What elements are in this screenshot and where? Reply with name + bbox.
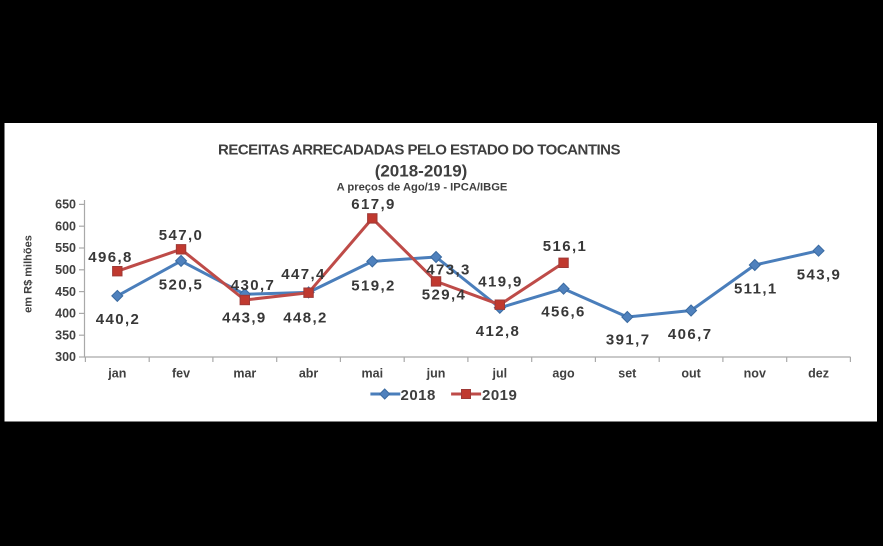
svg-text:440,2: 440,2 (96, 311, 141, 328)
svg-text:350: 350 (55, 328, 76, 342)
svg-text:out: out (681, 367, 701, 381)
svg-text:mai: mai (362, 367, 384, 381)
svg-text:fev: fev (172, 367, 190, 381)
svg-text:547,0: 547,0 (159, 227, 204, 244)
svg-text:mar: mar (233, 367, 256, 381)
svg-text:448,2: 448,2 (283, 309, 328, 326)
svg-text:ago: ago (552, 367, 575, 381)
svg-text:jan: jan (107, 367, 126, 381)
svg-text:550: 550 (55, 241, 76, 255)
svg-text:jul: jul (492, 367, 508, 381)
svg-text:400: 400 (55, 307, 76, 321)
svg-text:543,9: 543,9 (797, 267, 842, 284)
svg-text:300: 300 (55, 350, 76, 364)
svg-text:2019: 2019 (482, 387, 517, 404)
svg-text:set: set (618, 367, 637, 381)
svg-text:450: 450 (55, 285, 76, 299)
svg-text:617,9: 617,9 (351, 196, 396, 213)
svg-text:412,8: 412,8 (476, 323, 521, 340)
svg-text:419,9: 419,9 (478, 274, 523, 291)
svg-text:600: 600 (55, 219, 76, 233)
svg-text:529,4: 529,4 (422, 286, 467, 303)
svg-text:dez: dez (808, 367, 829, 381)
svg-text:nov: nov (744, 367, 766, 381)
svg-text:650: 650 (55, 198, 76, 212)
svg-text:456,6: 456,6 (541, 304, 586, 321)
svg-text:abr: abr (299, 367, 319, 381)
svg-text:447,4: 447,4 (281, 266, 326, 283)
svg-text:430,7: 430,7 (231, 277, 276, 294)
svg-text:A preços de Ago/19 - IPCA/IBGE: A preços de Ago/19 - IPCA/IBGE (337, 182, 508, 194)
svg-text:RECEITAS ARRECADADAS PELO ESTA: RECEITAS ARRECADADAS PELO ESTADO DO TOCA… (218, 142, 620, 159)
svg-text:520,5: 520,5 (159, 276, 204, 293)
svg-text:519,2: 519,2 (351, 277, 396, 294)
svg-text:511,1: 511,1 (734, 281, 778, 298)
svg-text:em R$ milhões: em R$ milhões (23, 235, 35, 313)
svg-text:(2018-2019): (2018-2019) (375, 162, 468, 181)
svg-text:500: 500 (55, 263, 76, 277)
svg-text:496,8: 496,8 (88, 249, 133, 266)
svg-text:391,7: 391,7 (606, 332, 651, 349)
svg-text:516,1: 516,1 (543, 238, 588, 255)
svg-text:406,7: 406,7 (668, 326, 713, 343)
svg-text:443,9: 443,9 (222, 309, 267, 326)
svg-text:473,3: 473,3 (426, 261, 471, 278)
svg-text:jun: jun (426, 367, 446, 381)
svg-text:2018: 2018 (401, 387, 436, 404)
